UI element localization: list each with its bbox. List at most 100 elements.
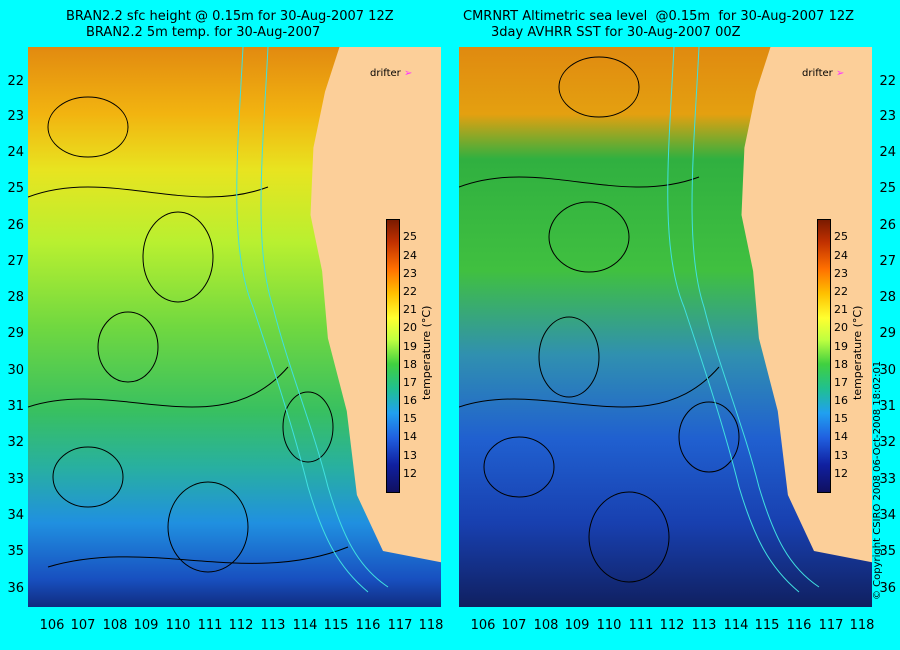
colorbar-tick: 12 xyxy=(834,467,848,480)
x-tick: 111 xyxy=(197,618,223,633)
right-sea-level-contours xyxy=(459,56,740,583)
y-tick: 27 xyxy=(7,254,24,269)
left-map-panel xyxy=(28,47,441,607)
colorbar-tick: 15 xyxy=(403,412,417,425)
colorbar-tick: 20 xyxy=(834,321,848,334)
right-bathymetry-contours xyxy=(667,47,820,593)
copyright-text: © Copyright CSIRO 2008 06-Oct-2008 18:02… xyxy=(872,360,883,600)
y-tick: 25 xyxy=(879,181,896,196)
x-tick: 116 xyxy=(355,618,381,633)
colorbar-tick: 14 xyxy=(834,430,848,443)
right-colorbar xyxy=(817,219,831,493)
drifter-label: drifter xyxy=(802,68,833,79)
x-tick: 106 xyxy=(470,618,496,633)
y-tick: 35 xyxy=(7,544,24,559)
right-colorbar-label: temperature (°C) xyxy=(851,305,864,400)
left-colorbar xyxy=(386,219,400,493)
left-title-line1: BRAN2.2 sfc height @ 0.15m for 30-Aug-20… xyxy=(66,9,394,24)
x-tick: 115 xyxy=(754,618,780,633)
x-tick: 109 xyxy=(133,618,159,633)
left-title-line2: BRAN2.2 5m temp. for 30-Aug-2007 xyxy=(86,25,321,40)
drifter-label: drifter xyxy=(370,68,401,79)
y-tick: 24 xyxy=(879,145,896,160)
colorbar-tick: 20 xyxy=(403,321,417,334)
y-tick: 34 xyxy=(7,508,24,523)
right-title-line2: 3day AVHRR SST for 30-Aug-2007 00Z xyxy=(491,25,741,40)
y-tick: 27 xyxy=(879,254,896,269)
x-tick: 114 xyxy=(292,618,318,633)
left-drifter-legend: drifter ➢ xyxy=(370,68,412,79)
right-map-panel xyxy=(459,47,872,607)
colorbar-tick: 22 xyxy=(834,285,848,298)
x-tick: 113 xyxy=(691,618,717,633)
right-drifter-legend: drifter ➢ xyxy=(802,68,844,79)
colorbar-tick: 24 xyxy=(834,249,848,262)
colorbar-tick: 24 xyxy=(403,249,417,262)
y-tick: 35 xyxy=(879,544,896,559)
y-tick: 34 xyxy=(879,508,896,523)
colorbar-tick: 16 xyxy=(834,394,848,407)
colorbar-tick: 18 xyxy=(403,358,417,371)
x-tick: 117 xyxy=(387,618,413,633)
x-tick: 114 xyxy=(723,618,749,633)
x-tick: 109 xyxy=(564,618,590,633)
colorbar-tick: 19 xyxy=(834,340,848,353)
x-tick: 118 xyxy=(418,618,444,633)
y-tick: 31 xyxy=(7,399,24,414)
colorbar-tick: 18 xyxy=(834,358,848,371)
x-tick: 115 xyxy=(323,618,349,633)
x-tick: 106 xyxy=(39,618,65,633)
left-height-contours xyxy=(28,96,349,573)
y-tick: 32 xyxy=(879,435,896,450)
x-tick: 110 xyxy=(165,618,191,633)
colorbar-tick: 12 xyxy=(403,467,417,480)
colorbar-tick: 22 xyxy=(403,285,417,298)
y-tick: 28 xyxy=(7,290,24,305)
x-tick: 111 xyxy=(628,618,654,633)
y-tick: 22 xyxy=(7,74,24,89)
colorbar-tick: 14 xyxy=(403,430,417,443)
y-tick: 32 xyxy=(7,435,24,450)
colorbar-tick: 19 xyxy=(403,340,417,353)
colorbar-tick: 21 xyxy=(834,303,848,316)
y-tick: 36 xyxy=(879,581,896,596)
y-tick: 31 xyxy=(879,399,896,414)
y-tick: 23 xyxy=(879,109,896,124)
colorbar-tick: 17 xyxy=(403,376,417,389)
y-tick: 26 xyxy=(879,218,896,233)
colorbar-tick: 16 xyxy=(403,394,417,407)
x-tick: 117 xyxy=(818,618,844,633)
y-tick: 28 xyxy=(879,290,896,305)
y-tick: 33 xyxy=(7,472,24,487)
y-tick: 33 xyxy=(879,472,896,487)
colorbar-tick: 23 xyxy=(403,267,417,280)
drifter-arrow-icon: ➢ xyxy=(403,68,413,79)
x-tick: 108 xyxy=(533,618,559,633)
x-tick: 112 xyxy=(228,618,254,633)
x-tick: 107 xyxy=(501,618,527,633)
drifter-arrow-icon: ➢ xyxy=(835,68,845,79)
colorbar-tick: 15 xyxy=(834,412,848,425)
left-bathymetry-contours xyxy=(236,47,389,593)
x-tick: 118 xyxy=(849,618,875,633)
y-tick: 36 xyxy=(7,581,24,596)
y-tick: 29 xyxy=(879,326,896,341)
colorbar-tick: 17 xyxy=(834,376,848,389)
x-tick: 110 xyxy=(596,618,622,633)
colorbar-tick: 21 xyxy=(403,303,417,316)
x-tick: 108 xyxy=(102,618,128,633)
y-tick: 29 xyxy=(7,326,24,341)
x-tick: 113 xyxy=(260,618,286,633)
colorbar-tick: 25 xyxy=(403,230,417,243)
x-tick: 112 xyxy=(659,618,685,633)
y-tick: 26 xyxy=(7,218,24,233)
colorbar-tick: 13 xyxy=(834,449,848,462)
right-title-line1: CMRNRT Altimetric sea level @0.15m for 3… xyxy=(463,9,855,24)
y-tick: 24 xyxy=(7,145,24,160)
y-tick: 23 xyxy=(7,109,24,124)
x-tick: 107 xyxy=(70,618,96,633)
x-tick: 116 xyxy=(786,618,812,633)
colorbar-tick: 25 xyxy=(834,230,848,243)
y-tick: 25 xyxy=(7,181,24,196)
left-colorbar-label: temperature (°C) xyxy=(420,305,433,400)
